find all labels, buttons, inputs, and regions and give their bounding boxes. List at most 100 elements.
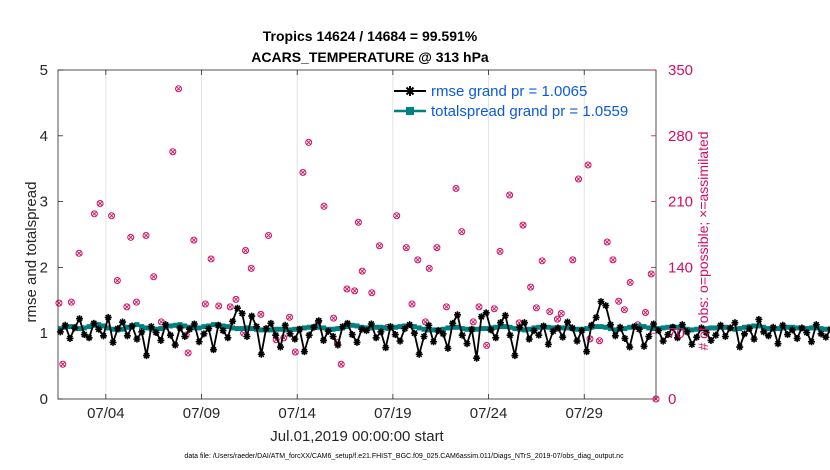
rmse-point [463,340,471,348]
obs-possible-marker [368,289,376,297]
rmse-point [453,311,461,319]
rmse-point [305,331,313,339]
totalspread-point [282,327,288,333]
obs-possible-marker [305,138,313,146]
totalspread-point [612,327,618,333]
obs-assimilated-marker [547,308,553,315]
rmse-point [573,337,581,345]
totalspread-series [57,322,830,333]
obs-assimilated-marker [615,298,622,304]
totalspread-point [507,324,513,330]
totalspread-point [761,324,767,330]
rmse-point [410,329,418,337]
rmse-point [286,330,294,338]
rmse-point [61,321,69,329]
rmse-point [736,343,744,351]
totalspread-point [785,324,791,330]
obs-assimilated-marker [497,248,503,255]
obs-assimilated-marker [585,162,591,168]
rmse-point [607,321,615,329]
rmse-point [343,319,351,327]
totalspread-point [225,324,231,330]
totalspread-point [689,327,695,333]
rmse-point [128,322,136,330]
data-file-footer: data file: /Users/raeder/DAI/ATM_forcXX/… [184,453,624,460]
rmse-point [654,327,662,335]
rmse-point [229,317,237,325]
totalspread-point [81,325,87,331]
rmse-point [520,319,528,327]
obs-possible-marker [603,238,611,246]
right-axis-label: # of obs: o=possible; ×=assimilated [695,131,711,350]
totalspread-point [708,325,714,331]
obs-possible-marker [532,304,540,312]
obs-possible-marker [291,348,299,356]
rmse-point [530,327,538,335]
obs-assimilated-marker [97,200,103,207]
rmse-point [702,329,710,337]
obs-assimilated-marker [321,203,327,210]
rmse-point [779,321,787,329]
obs-possible-marker [247,264,255,272]
rmse-point [396,337,404,345]
right-axis-ticks: 0 70 140 210 280 350 [651,62,693,408]
obs-possible-marker [55,299,63,307]
obs-possible-marker [169,148,177,156]
totalspread-point [675,324,681,330]
rmse-point [793,334,801,342]
rmse-point [784,331,792,339]
rmse-point [477,313,485,321]
rmse-point [482,309,490,317]
rmse-point [497,319,505,327]
obs-possible-marker [337,360,345,368]
obs-assimilated-marker [520,222,526,228]
totalspread-point [321,325,327,331]
obs-possible-marker [157,318,165,326]
rmse-point [559,333,567,341]
obs-assimilated-marker [143,232,149,239]
rmse-point [147,323,155,331]
rmse-point [473,354,481,362]
rmse-point [817,330,825,338]
obs-possible-marker [257,310,265,318]
totalspread-point [483,326,489,332]
totalspread-point [230,325,236,331]
rmse-point [391,331,399,339]
right-tick-label: 350 [668,62,693,79]
obs-possible-marker [596,337,604,345]
rmse-point [296,325,304,333]
obs-assimilated-marker [202,301,209,307]
rmse-point [353,338,361,346]
rmse-point [200,330,208,338]
obs-assimilated-marker [60,361,66,367]
obs-assimilated-marker [443,304,450,310]
totalspread-point [191,325,197,331]
obs-possible-marker [574,175,582,183]
rmse-point [444,344,452,352]
x-tick-label: 07/04 [87,405,125,422]
totalspread-point [737,326,743,332]
rmse-point [243,332,251,340]
totalspread-point [823,326,829,332]
totalspread-point [464,326,470,332]
obs-assimilated-marker [124,304,130,310]
rmse-point [439,330,447,338]
totalspread-point [110,326,116,332]
x-axis-ticks: 07/04 07/09 07/14 07/19 07/24 07/29 [87,70,603,422]
rmse-point [85,334,93,342]
obs-assimilated-marker [604,239,610,245]
obs-possible-marker [150,273,158,281]
totalspread-point [627,324,633,330]
totalspread-point [722,324,728,330]
totalspread-point [120,326,126,332]
obs-possible-marker [215,302,223,310]
obs-assimilated-marker [393,212,400,219]
rmse-point [114,325,122,333]
rmse-point [587,321,595,329]
rmse-point [71,324,79,332]
y-tick-label: 2 [40,259,48,276]
y-tick-label: 3 [40,194,48,211]
totalspread-point [808,325,814,331]
obs-assimilated-marker [539,258,545,264]
